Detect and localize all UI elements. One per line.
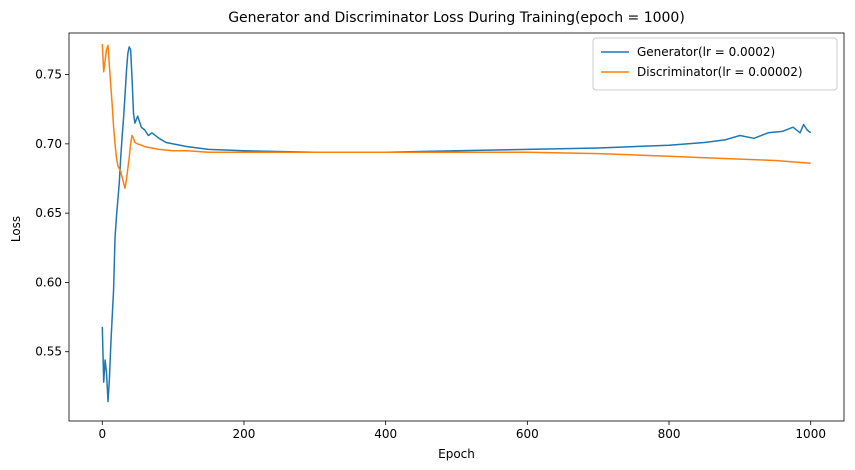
x-axis-label: Epoch (438, 447, 475, 461)
x-tick-label: 200 (233, 427, 256, 441)
x-tick-label: 400 (374, 427, 397, 441)
legend-box (592, 37, 838, 91)
y-tick-label: 0.55 (35, 345, 62, 359)
axes: 0 200 400 600 800 1000 0.55 0.60 0.65 0.70 0.75 (35, 32, 845, 441)
legend-label: Discriminator(lr = 0.00002) (637, 65, 803, 79)
y-tick-label: 0.65 (35, 206, 62, 220)
y-tick-label: 0.70 (35, 137, 62, 151)
y-axis-label: Loss (9, 216, 23, 242)
x-tick-label: 600 (516, 427, 539, 441)
series-line-discriminator (101, 44, 811, 189)
chart-title: Generator and Discriminator Loss During … (228, 10, 685, 26)
x-tick-label: 800 (658, 427, 681, 441)
plot-frame (68, 32, 845, 422)
y-tick-label: 0.75 (35, 68, 62, 82)
y-tick-label: 0.60 (35, 275, 62, 289)
x-tick-label: 0 (98, 427, 106, 441)
plot-area (101, 44, 812, 403)
legend-label: Generator(lr = 0.0002) (637, 45, 775, 59)
x-tick-label: 1000 (795, 427, 826, 441)
series-line-generator (101, 46, 812, 403)
legend: Generator(lr = 0.0002) Discriminator(lr =… (592, 37, 838, 91)
